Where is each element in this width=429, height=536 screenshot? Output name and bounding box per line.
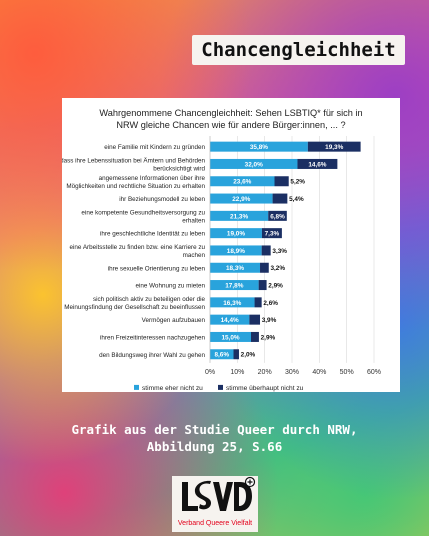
- page-title: Chancengleichheit: [192, 35, 405, 65]
- category-label: eine Familie mit Kindern zu gründen: [104, 144, 205, 151]
- legend-swatch: [134, 384, 139, 390]
- data-label: 5,2%: [290, 179, 305, 186]
- lsvd-logo[interactable]: Verband Queere Vielfalt: [172, 476, 258, 532]
- x-tick-label: 60%: [367, 369, 381, 376]
- bar-segment: [210, 349, 234, 360]
- data-label: 22,9%: [232, 196, 250, 203]
- x-tick-label: 40%: [312, 369, 326, 376]
- stacked-bar-chart: Wahrgenommene Chancengleichheit: Sehen L…: [62, 108, 381, 392]
- caption-line-2: Abbildung 25, S.66: [146, 439, 283, 454]
- bar-segment: [210, 193, 273, 204]
- data-label: 3,9%: [262, 317, 277, 324]
- data-label: 3,3%: [272, 248, 287, 255]
- category-label: eine Arbeitsstelle zu finden bzw. eine K…: [70, 244, 206, 251]
- category-label: angemessene Informationen über ihre: [99, 175, 206, 182]
- bar-segment: [210, 262, 261, 273]
- bar-segment: [210, 297, 255, 308]
- category-label: Vermögen aufzubauen: [142, 317, 206, 324]
- category-label: den Bildungsweg ihrer Wahl zu gehen: [99, 352, 205, 359]
- category-label: Möglichkeiten und rechtliche Situation z…: [66, 183, 205, 190]
- data-label: 18,9%: [227, 248, 245, 255]
- data-label: 6,8%: [270, 213, 285, 220]
- bar-segment: [261, 245, 271, 256]
- category-label: ihr Beziehungsmodell zu leben: [119, 196, 205, 203]
- data-label: 2,9%: [268, 282, 283, 289]
- category-label: erhalten: [182, 217, 205, 224]
- x-tick-label: 50%: [340, 369, 354, 376]
- bar-segment: [268, 210, 287, 221]
- bar-segment: [210, 314, 250, 325]
- data-label: 2,6%: [263, 300, 278, 307]
- data-label: 17,8%: [225, 282, 243, 289]
- category-label: sich politisch aktiv zu beteiligen oder …: [93, 296, 206, 303]
- caption-line-1: Grafik aus der Studie Queer durch NRW,: [71, 422, 358, 437]
- bar-segment: [210, 331, 251, 342]
- data-label: 21,3%: [230, 213, 248, 220]
- category-label: ihre geschlechtliche Identität zu leben: [100, 231, 206, 238]
- data-label: 7,3%: [265, 231, 280, 238]
- bar-segment: [254, 297, 262, 308]
- source-caption: Grafik aus der Studie Queer durch NRW, A…: [40, 421, 389, 455]
- data-label: 8,6%: [214, 352, 229, 359]
- category-label: Meinungsfindung der Gesellschaft zu beei…: [64, 304, 205, 311]
- bar-segment: [307, 141, 361, 152]
- chart-title-line: Wahrgenommene Chancengleichheit: Sehen L…: [99, 108, 362, 118]
- bar-segment: [210, 228, 262, 239]
- bar-segment: [258, 280, 267, 291]
- legend-swatch: [218, 384, 223, 390]
- x-tick-label: 20%: [258, 369, 272, 376]
- data-label: 14,4%: [221, 317, 239, 324]
- bar-segment: [297, 158, 338, 169]
- category-label: ihre sexuelle Orientierung zu leben: [108, 265, 206, 272]
- category-label: berücksichtigt wird: [153, 165, 205, 172]
- legend-label: stimme eher nicht zu: [142, 385, 203, 392]
- data-label: 19,0%: [227, 231, 245, 238]
- category-label: eine Wohnung zu mieten: [135, 283, 205, 290]
- logo-mark-icon: [182, 476, 256, 511]
- bar-segment: [210, 141, 308, 152]
- data-label: 14,6%: [308, 161, 326, 168]
- data-label: 23,6%: [233, 179, 251, 186]
- category-label: machen: [183, 252, 206, 259]
- bar-segment: [249, 314, 261, 325]
- bar-segment: [251, 331, 259, 342]
- logo-text: Verband Queere Vielfalt: [177, 520, 253, 527]
- bar-segment: [210, 245, 262, 256]
- bar-segment: [210, 176, 275, 187]
- bar-segment: [261, 228, 282, 239]
- data-label: 3,2%: [270, 265, 285, 272]
- data-label: 18,3%: [226, 265, 244, 272]
- category-label: eine kompetente Gesundheitsversorgung zu: [81, 209, 205, 216]
- data-label: 16,3%: [223, 300, 241, 307]
- x-tick-label: 30%: [285, 369, 299, 376]
- x-tick-label: 10%: [230, 369, 244, 376]
- chart-title-line: NRW gleiche Chancen wie für andere Bürge…: [116, 120, 345, 130]
- data-label: 32,0%: [245, 161, 263, 168]
- bar-segment: [210, 158, 298, 169]
- legend-label: stimme überhaupt nicht zu: [226, 385, 304, 392]
- category-label: dass ihre Lebenssituation bei Ämtern und…: [62, 156, 205, 164]
- bar-segment: [274, 176, 289, 187]
- bar-segment: [210, 210, 269, 221]
- bar-segment: [260, 262, 269, 273]
- data-label: 35,8%: [250, 144, 268, 151]
- category-label: ihren Freizeitinteressen nachzugehen: [100, 334, 206, 341]
- x-tick-label: 0%: [205, 369, 215, 376]
- data-label: 2,0%: [241, 352, 256, 359]
- data-label: 2,9%: [261, 334, 276, 341]
- data-label: 15,0%: [221, 334, 239, 341]
- bar-segment: [233, 349, 239, 360]
- chart-panel: Wahrgenommene Chancengleichheit: Sehen L…: [62, 98, 400, 392]
- data-label: 19,3%: [325, 144, 343, 151]
- bar-segment: [272, 193, 288, 204]
- bar-segment: [210, 280, 259, 291]
- data-label: 5,4%: [289, 196, 304, 203]
